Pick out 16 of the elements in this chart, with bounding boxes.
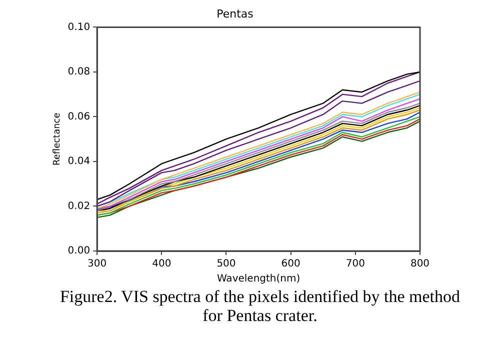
x-tick-label: 500 bbox=[216, 258, 236, 270]
y-tick-label: 0.10 bbox=[68, 22, 90, 33]
x-tick-label: 700 bbox=[346, 258, 365, 270]
y-tick-label: 0.02 bbox=[68, 200, 90, 212]
caption: Figure2. VIS spectra of the pixels identified by the method for Pentas crater. bbox=[58, 287, 462, 325]
x-tick-label: 400 bbox=[152, 258, 172, 270]
chart-title: Pentas bbox=[216, 7, 254, 20]
x-tick-label: 600 bbox=[281, 258, 300, 270]
y-axis-title: Reflectance bbox=[52, 112, 63, 166]
y-tick-label: 0.06 bbox=[68, 111, 90, 122]
y-tick-label: 0.04 bbox=[68, 156, 90, 168]
x-axis-title: Wavelength(nm) bbox=[216, 274, 300, 285]
x-tick-label: 300 bbox=[88, 258, 107, 270]
y-tick-label: 0.00 bbox=[68, 246, 90, 257]
x-tick-label: 800 bbox=[410, 258, 430, 270]
y-tick-label: 0.08 bbox=[68, 66, 90, 78]
